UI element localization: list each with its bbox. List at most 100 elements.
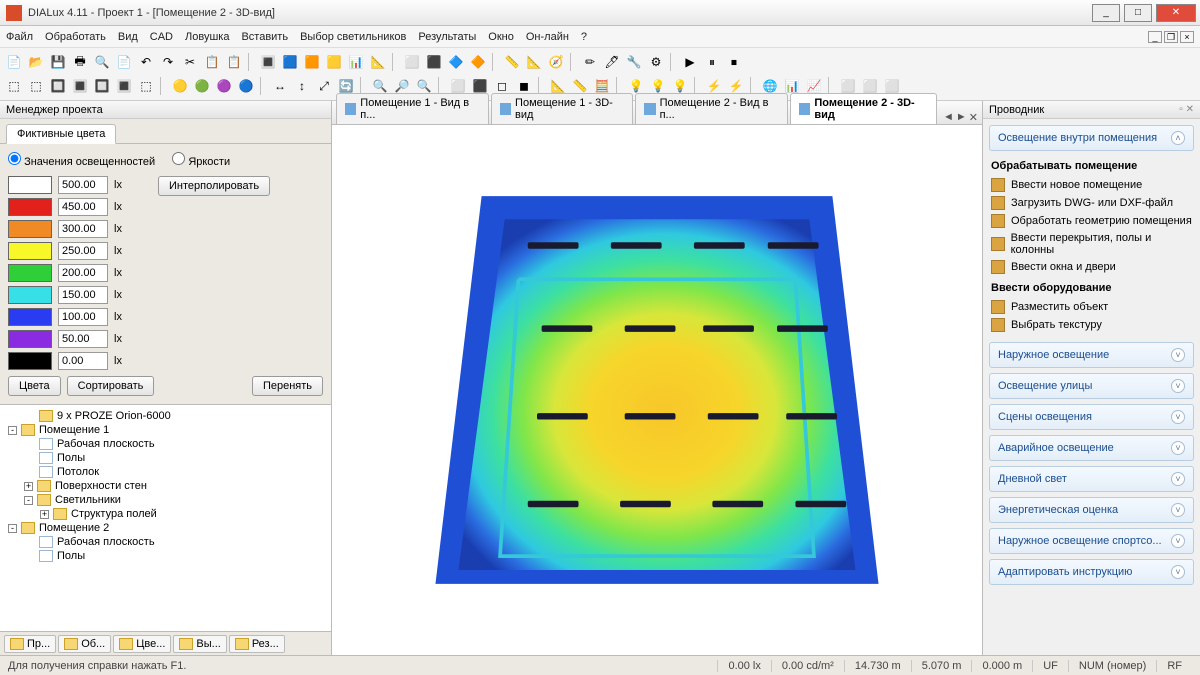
- lux-value-input[interactable]: [58, 308, 108, 326]
- accordion-header[interactable]: Наружное освещение спортсо...˅: [989, 528, 1194, 554]
- toolbar-button[interactable]: 🖶: [70, 52, 90, 72]
- color-swatch[interactable]: [8, 286, 52, 304]
- tree-item[interactable]: -Помещение 2: [4, 521, 327, 535]
- toolbar-button[interactable]: ↶: [136, 52, 156, 72]
- maximize-button[interactable]: □: [1124, 4, 1152, 22]
- toolbar-button[interactable]: ⤢: [314, 76, 334, 96]
- mdi-close-button[interactable]: ×: [1180, 31, 1194, 43]
- toolbar-button[interactable]: 📏: [502, 52, 522, 72]
- toolbar-button[interactable]: 📐: [524, 52, 544, 72]
- toolbar-button[interactable]: 🔍: [92, 52, 112, 72]
- lux-value-input[interactable]: [58, 198, 108, 216]
- minimize-button[interactable]: _: [1092, 4, 1120, 22]
- toolbar-button[interactable]: ⚙: [646, 52, 666, 72]
- menu-insert[interactable]: Вставить: [241, 31, 288, 43]
- sort-button[interactable]: Сортировать: [67, 376, 155, 396]
- toolbar-button[interactable]: 📋: [202, 52, 222, 72]
- accordion-header[interactable]: Аварийное освещение˅: [989, 435, 1194, 461]
- toolbar-button[interactable]: ⏹: [724, 52, 744, 72]
- lux-value-input[interactable]: [58, 286, 108, 304]
- toolbar-button[interactable]: 📊: [346, 52, 366, 72]
- bottom-tab[interactable]: Рез...: [229, 635, 285, 653]
- toolbar-button[interactable]: ↕: [292, 76, 312, 96]
- toolbar-button[interactable]: 📄: [4, 52, 24, 72]
- menu-results[interactable]: Результаты: [418, 31, 476, 43]
- menu-file[interactable]: Файл: [6, 31, 33, 43]
- close-button[interactable]: ✕: [1156, 4, 1196, 22]
- tree-item[interactable]: -Светильники: [4, 493, 327, 507]
- color-swatch[interactable]: [8, 176, 52, 194]
- toolbar-button[interactable]: ↷: [158, 52, 178, 72]
- toolbar-button[interactable]: 📋: [224, 52, 244, 72]
- bottom-tab[interactable]: Пр...: [4, 635, 56, 653]
- explorer-action[interactable]: Ввести окна и двери: [991, 258, 1192, 276]
- toolbar-button[interactable]: 🔲: [92, 76, 112, 96]
- menu-edit[interactable]: Обработать: [45, 31, 106, 43]
- document-tab[interactable]: Помещение 1 - Вид в п...: [336, 93, 489, 124]
- toolbar-button[interactable]: 🟣: [214, 76, 234, 96]
- menu-online[interactable]: Он-лайн: [526, 31, 569, 43]
- color-swatch[interactable]: [8, 198, 52, 216]
- toolbar-button[interactable]: ✂: [180, 52, 200, 72]
- explorer-action[interactable]: Выбрать текстуру: [991, 316, 1192, 334]
- toolbar-button[interactable]: 🟦: [280, 52, 300, 72]
- toolbar-button[interactable]: 📐: [368, 52, 388, 72]
- document-tab[interactable]: Помещение 1 - 3D-вид: [491, 93, 634, 124]
- accordion-header[interactable]: Адаптировать инструкцию˅: [989, 559, 1194, 585]
- tree-item[interactable]: Рабочая плоскость: [4, 535, 327, 549]
- lux-value-input[interactable]: [58, 264, 108, 282]
- toolbar-button[interactable]: ⬚: [136, 76, 156, 96]
- interpolate-button[interactable]: Интерполировать: [158, 176, 270, 196]
- tree-item[interactable]: -Помещение 1: [4, 423, 327, 437]
- tree-item[interactable]: Рабочая плоскость: [4, 437, 327, 451]
- accordion-header[interactable]: Энергетическая оценка˅: [989, 497, 1194, 523]
- accord-interior-lighting[interactable]: Освещение внутри помещения˄: [989, 125, 1194, 151]
- document-tab[interactable]: Помещение 2 - Вид в п...: [635, 93, 788, 124]
- accordion-header[interactable]: Освещение улицы˅: [989, 373, 1194, 399]
- toolbar-button[interactable]: ⬚: [26, 76, 46, 96]
- lux-value-input[interactable]: [58, 242, 108, 260]
- toolbar-button[interactable]: 🟨: [324, 52, 344, 72]
- explorer-action[interactable]: Обработать геометрию помещения: [991, 212, 1192, 230]
- document-tab[interactable]: Помещение 2 - 3D-вид: [790, 93, 937, 124]
- radio-luminance[interactable]: Яркости: [172, 156, 230, 168]
- toolbar-button[interactable]: 🔲: [48, 76, 68, 96]
- toolbar-button[interactable]: ⬜: [402, 52, 422, 72]
- toolbar-button[interactable]: 🟧: [302, 52, 322, 72]
- toolbar-button[interactable]: ⬛: [424, 52, 444, 72]
- explorer-action[interactable]: Ввести новое помещение: [991, 176, 1192, 194]
- toolbar-button[interactable]: ↔: [270, 76, 290, 96]
- toolbar-button[interactable]: 💾: [48, 52, 68, 72]
- toolbar-button[interactable]: 🧭: [546, 52, 566, 72]
- toolbar-button[interactable]: ⏸: [702, 52, 722, 72]
- accordion-header[interactable]: Дневной свет˅: [989, 466, 1194, 492]
- tree-item[interactable]: +Поверхности стен: [4, 479, 327, 493]
- accordion-header[interactable]: Сцены освещения˅: [989, 404, 1194, 430]
- bottom-tab[interactable]: Об...: [58, 635, 111, 653]
- explorer-action[interactable]: Ввести перекрытия, полы и колонны: [991, 230, 1192, 258]
- mdi-restore-button[interactable]: ❐: [1164, 31, 1178, 43]
- radio-illuminance[interactable]: Значения освещенностей: [8, 156, 155, 168]
- colors-button[interactable]: Цвета: [8, 376, 61, 396]
- toolbar-button[interactable]: 🔷: [446, 52, 466, 72]
- tree-item[interactable]: Полы: [4, 549, 327, 563]
- tree-item[interactable]: Полы: [4, 451, 327, 465]
- lux-value-input[interactable]: [58, 352, 108, 370]
- apply-button[interactable]: Перенять: [252, 376, 323, 396]
- toolbar-button[interactable]: 🟢: [192, 76, 212, 96]
- toolbar-button[interactable]: 🔵: [236, 76, 256, 96]
- project-tree[interactable]: 9 x PROZE Orion-6000-Помещение 1Рабочая …: [0, 404, 331, 631]
- tree-item[interactable]: +Структура полей: [4, 507, 327, 521]
- bottom-tab[interactable]: Цве...: [113, 635, 171, 653]
- color-swatch[interactable]: [8, 242, 52, 260]
- explorer-action[interactable]: Разместить объект: [991, 298, 1192, 316]
- toolbar-button[interactable]: ✏: [580, 52, 600, 72]
- menu-help[interactable]: ?: [581, 31, 587, 43]
- color-swatch[interactable]: [8, 264, 52, 282]
- toolbar-button[interactable]: 🔳: [258, 52, 278, 72]
- bottom-tab[interactable]: Вы...: [173, 635, 226, 653]
- toolbar-button[interactable]: 🔶: [468, 52, 488, 72]
- color-swatch[interactable]: [8, 330, 52, 348]
- toolbar-button[interactable]: 📂: [26, 52, 46, 72]
- toolbar-button[interactable]: 📄: [114, 52, 134, 72]
